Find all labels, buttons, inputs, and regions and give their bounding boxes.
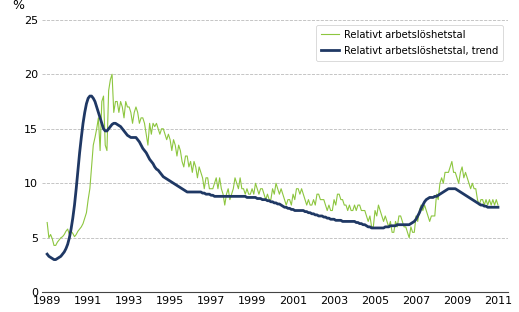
Relativt arbetslöshetstal, trend	[228, 194, 235, 198]
Line: Relativt arbetslöshetstal: Relativt arbetslöshetstal	[47, 74, 498, 246]
Y-axis label: %: %	[13, 0, 25, 12]
Relativt arbetslöshetstal, trend	[87, 94, 93, 98]
Relativt arbetslöshetstal, trend	[322, 215, 329, 219]
Relativt arbetslöshetstal	[391, 231, 397, 234]
Relativt arbetslöshetstal	[322, 203, 329, 207]
Relativt arbetslöshetstal	[228, 192, 235, 196]
Relativt arbetslöshetstal	[466, 181, 472, 185]
Relativt arbetslöshetstal, trend	[466, 196, 472, 199]
Relativt arbetslöshetstal, trend	[391, 224, 397, 228]
Relativt arbetslöshetstal, trend	[245, 196, 252, 199]
Relativt arbetslöshetstal, trend	[51, 258, 57, 261]
Relativt arbetslöshetstal	[495, 203, 501, 207]
Legend: Relativt arbetslöshetstal, Relativt arbetslöshetstal, trend: Relativt arbetslöshetstal, Relativt arbe…	[316, 25, 503, 61]
Relativt arbetslöshetstal, trend	[495, 205, 501, 209]
Relativt arbetslöshetstal	[51, 244, 57, 247]
Relativt arbetslöshetstal	[44, 221, 50, 224]
Relativt arbetslöshetstal	[245, 192, 252, 196]
Relativt arbetslöshetstal, trend	[44, 252, 50, 256]
Line: Relativt arbetslöshetstal, trend: Relativt arbetslöshetstal, trend	[47, 96, 498, 260]
Relativt arbetslöshetstal	[109, 72, 115, 76]
Relativt arbetslöshetstal	[471, 187, 477, 191]
Relativt arbetslöshetstal, trend	[471, 199, 477, 202]
